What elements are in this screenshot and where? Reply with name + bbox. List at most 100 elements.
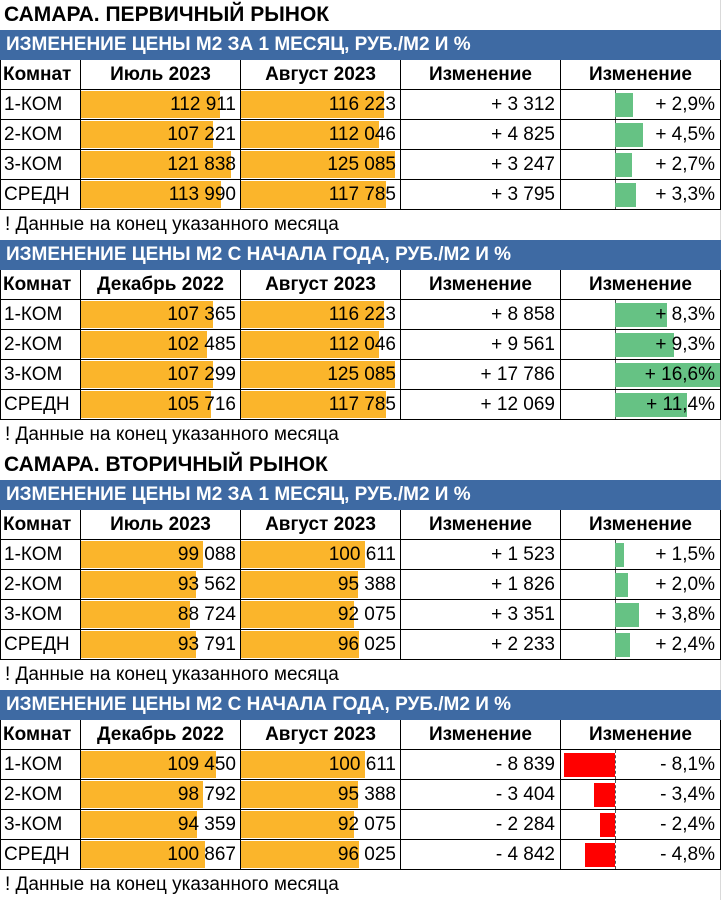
price-bar xyxy=(81,361,213,388)
change-pct-cell: - 8,1% xyxy=(561,750,721,780)
price-value: 100 611 xyxy=(328,544,396,565)
price-bar xyxy=(81,811,197,838)
price-end-cell: 96 025 xyxy=(241,840,401,870)
price-start-cell: 102 485 xyxy=(81,330,241,360)
change-abs-cell: + 1 826 xyxy=(401,570,561,600)
change-pct-cell: + 2,0% xyxy=(561,570,721,600)
table-note: ! Данные на конец указанного месяца xyxy=(0,420,721,450)
price-end-cell: 125 085 xyxy=(241,150,401,180)
table-note: ! Данные на конец указанного месяца xyxy=(0,870,721,900)
price-value: 109 450 xyxy=(167,754,236,775)
table-row: 1-КОМ 99 088 100 611 + 1 523 + 1,5% xyxy=(0,540,721,570)
column-header: Комнат xyxy=(0,60,81,90)
price-value: 88 724 xyxy=(177,604,236,625)
price-value: 94 359 xyxy=(177,814,236,835)
price-end-cell: 95 388 xyxy=(241,570,401,600)
pct-value: - 3,4% xyxy=(660,784,715,805)
price-bar xyxy=(241,751,365,778)
change-pct-cell: + 11,4% xyxy=(561,390,721,420)
price-end-cell: 92 075 xyxy=(241,810,401,840)
row-label: СРЕДН xyxy=(0,180,81,210)
change-pct-cell: - 3,4% xyxy=(561,780,721,810)
price-bar xyxy=(241,841,359,868)
change-pct-cell: + 16,6% xyxy=(561,360,721,390)
row-label: СРЕДН xyxy=(0,390,81,420)
column-header: Декабрь 2022 xyxy=(81,270,241,300)
row-label: 2-КОМ xyxy=(0,120,81,150)
price-bar xyxy=(81,541,203,568)
row-label: 3-КОМ xyxy=(0,360,81,390)
change-abs-cell: + 3 795 xyxy=(401,180,561,210)
price-start-cell: 88 724 xyxy=(81,600,241,630)
price-bar xyxy=(241,391,386,418)
price-value: 117 785 xyxy=(328,184,396,205)
pct-value: + 2,9% xyxy=(655,94,715,115)
price-bar xyxy=(81,571,196,598)
table-row: СРЕДН 105 716 117 785 + 12 069 + 11,4% xyxy=(0,390,721,420)
price-value: 116 223 xyxy=(328,94,396,115)
price-value: 102 485 xyxy=(167,334,236,355)
table-note: ! Данные на конец указанного месяца xyxy=(0,210,721,240)
price-start-cell: 93 562 xyxy=(81,570,241,600)
table-row: СРЕДН 113 990 117 785 + 3 795 + 3,3% xyxy=(0,180,721,210)
table-row: 3-КОМ 88 724 92 075 + 3 351 + 3,8% xyxy=(0,600,721,630)
row-label: СРЕДН xyxy=(0,840,81,870)
zero-axis xyxy=(615,780,616,809)
price-bar xyxy=(241,151,395,178)
column-header: Изменение xyxy=(401,510,561,540)
pct-value: + 8,3% xyxy=(655,304,715,325)
price-value: 100 611 xyxy=(328,754,396,775)
change-pct-cell: + 2,4% xyxy=(561,630,721,660)
price-start-cell: 107 365 xyxy=(81,300,241,330)
section-title-secondary: САМАРА. ВТОРИЧНЫЙ РЫНОК xyxy=(0,450,721,480)
price-value: 92 075 xyxy=(337,814,396,835)
pct-value: + 16,6% xyxy=(644,364,715,385)
price-value: 117 785 xyxy=(328,394,396,415)
table-row: 1-КОМ 112 911 116 223 + 3 312 + 2,9% xyxy=(0,90,721,120)
pct-bar-positive xyxy=(615,93,633,117)
change-pct-cell: - 2,4% xyxy=(561,810,721,840)
zero-axis xyxy=(615,750,616,779)
pct-bar-positive xyxy=(615,543,624,567)
price-bar xyxy=(81,841,205,868)
column-header: Изменение xyxy=(561,720,721,750)
change-abs-cell: - 3 404 xyxy=(401,780,561,810)
row-label: 1-КОМ xyxy=(0,750,81,780)
pct-bar-positive xyxy=(615,153,632,177)
table-band-title: ИЗМЕНЕНИЕ ЦЕНЫ М2 С НАЧАЛА ГОДА, РУБ./М2… xyxy=(0,240,721,270)
price-start-cell: 99 088 xyxy=(81,540,241,570)
change-abs-cell: - 4 842 xyxy=(401,840,561,870)
table-row: 2-КОМ 107 221 112 046 + 4 825 + 4,5% xyxy=(0,120,721,150)
price-start-cell: 112 911 xyxy=(81,90,241,120)
price-value: 107 299 xyxy=(167,364,236,385)
price-bar xyxy=(81,391,211,418)
row-label: 1-КОМ xyxy=(0,300,81,330)
price-value: 125 085 xyxy=(327,154,396,175)
price-value: 99 088 xyxy=(177,544,236,565)
price-value: 112 046 xyxy=(328,124,396,145)
pct-value: + 11,4% xyxy=(646,394,715,415)
table-note: ! Данные на конец указанного месяца xyxy=(0,660,721,690)
pct-value: + 3,3% xyxy=(655,184,715,205)
row-label: 3-КОМ xyxy=(0,810,81,840)
change-pct-cell: + 3,3% xyxy=(561,180,721,210)
pct-value: + 9,3% xyxy=(655,334,715,355)
change-abs-cell: + 3 351 xyxy=(401,600,561,630)
column-header: Изменение xyxy=(561,60,721,90)
price-value: 96 025 xyxy=(337,844,396,865)
pct-value: + 4,5% xyxy=(655,124,715,145)
price-bar xyxy=(81,181,221,208)
price-bar xyxy=(81,781,203,808)
row-label: 2-КОМ xyxy=(0,330,81,360)
change-pct-cell: + 8,3% xyxy=(561,300,721,330)
price-value: 95 388 xyxy=(337,784,396,805)
pct-bar-negative xyxy=(600,813,615,837)
price-value: 100 867 xyxy=(167,844,236,865)
column-header: Комнат xyxy=(0,270,81,300)
change-abs-cell: + 1 523 xyxy=(401,540,561,570)
price-value: 105 716 xyxy=(167,394,236,415)
pct-value: - 2,4% xyxy=(660,814,715,835)
change-abs-cell: + 4 825 xyxy=(401,120,561,150)
column-header: Изменение xyxy=(401,270,561,300)
